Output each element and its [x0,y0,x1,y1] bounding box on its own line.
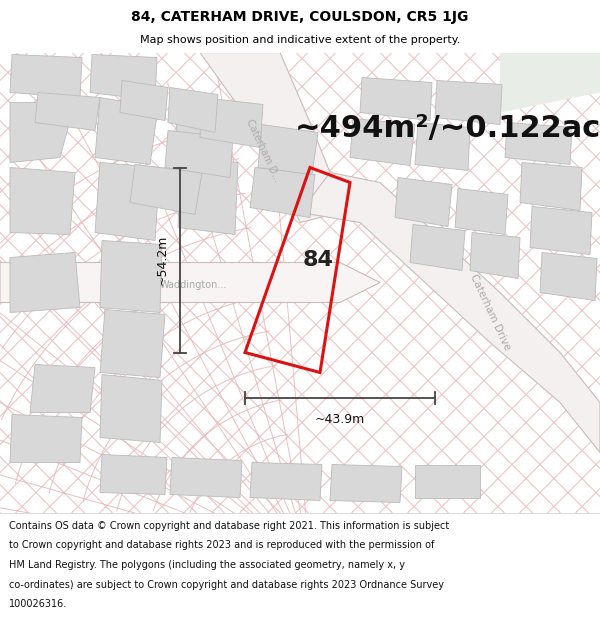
Polygon shape [410,224,465,271]
Polygon shape [470,232,520,279]
Polygon shape [30,364,95,413]
Polygon shape [10,253,80,312]
Polygon shape [395,177,452,226]
Polygon shape [95,162,160,241]
Polygon shape [300,173,600,452]
Polygon shape [10,54,82,98]
Polygon shape [90,54,157,101]
Polygon shape [540,253,597,301]
Polygon shape [258,124,318,174]
Polygon shape [415,464,480,498]
Polygon shape [0,262,380,302]
Text: HM Land Registry. The polygons (including the associated geometry, namely x, y: HM Land Registry. The polygons (includin… [9,560,405,570]
Polygon shape [530,206,592,254]
Polygon shape [175,94,235,161]
Polygon shape [250,168,315,217]
Polygon shape [95,98,158,164]
Polygon shape [360,78,432,121]
Polygon shape [100,454,167,494]
Polygon shape [505,122,572,164]
Polygon shape [455,189,508,234]
Polygon shape [415,122,470,171]
Polygon shape [165,131,233,178]
Polygon shape [520,162,582,211]
Polygon shape [170,458,242,498]
Polygon shape [200,52,340,222]
Polygon shape [100,309,165,378]
Polygon shape [130,164,202,214]
Text: ~43.9m: ~43.9m [315,413,365,426]
Text: Caterham Drive: Caterham Drive [468,273,512,352]
Polygon shape [350,119,415,166]
Text: 84, CATERHAM DRIVE, COULSDON, CR5 1JG: 84, CATERHAM DRIVE, COULSDON, CR5 1JG [131,11,469,24]
Text: ~494m²/~0.122ac.: ~494m²/~0.122ac. [295,114,600,142]
Text: ~54.2m: ~54.2m [155,235,169,285]
Polygon shape [168,88,218,132]
Polygon shape [250,462,322,501]
Polygon shape [100,374,162,442]
Polygon shape [35,92,100,131]
Polygon shape [500,52,600,112]
Polygon shape [10,168,75,234]
Polygon shape [330,464,402,503]
Text: 84: 84 [302,251,334,271]
Polygon shape [100,241,162,312]
Text: to Crown copyright and database rights 2023 and is reproduced with the permissio: to Crown copyright and database rights 2… [9,541,434,551]
Text: Map shows position and indicative extent of the property.: Map shows position and indicative extent… [140,36,460,46]
Text: Waddington...: Waddington... [160,279,227,289]
Text: 100026316.: 100026316. [9,599,67,609]
Text: co-ordinates) are subject to Crown copyright and database rights 2023 Ordnance S: co-ordinates) are subject to Crown copyr… [9,579,444,589]
Polygon shape [435,81,502,124]
Text: Caterham D...: Caterham D... [244,118,282,183]
Polygon shape [200,98,263,148]
Polygon shape [10,102,75,162]
Polygon shape [120,81,168,121]
Text: Contains OS data © Crown copyright and database right 2021. This information is : Contains OS data © Crown copyright and d… [9,521,449,531]
Polygon shape [10,414,82,462]
Polygon shape [178,156,238,234]
